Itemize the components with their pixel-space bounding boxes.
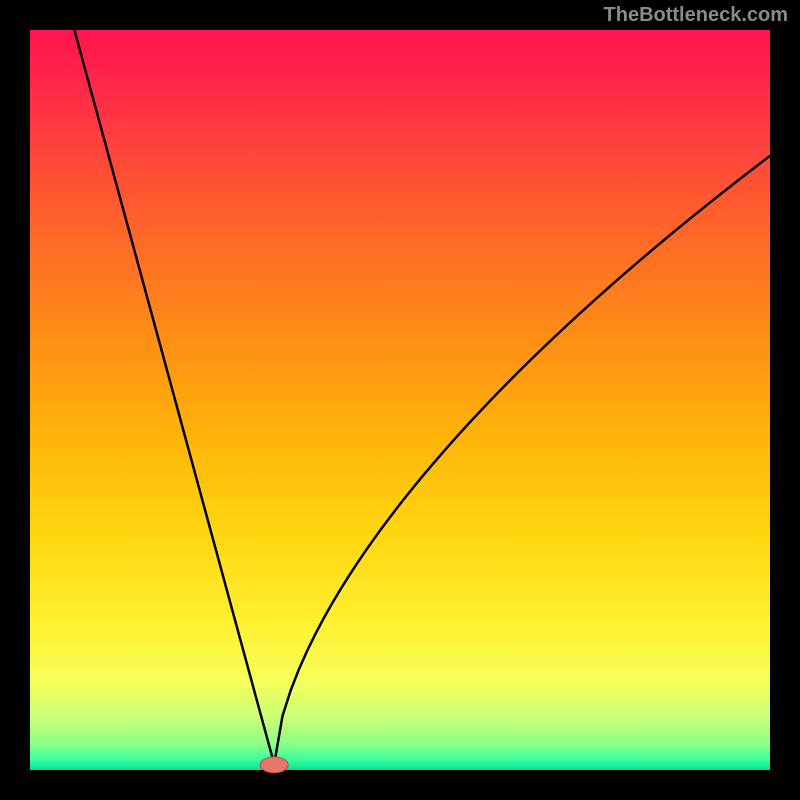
plot-background — [30, 30, 770, 770]
bottleneck-chart — [0, 0, 800, 800]
watermark-text: TheBottleneck.com — [604, 4, 788, 27]
optimal-point-marker — [260, 757, 288, 773]
chart-container: TheBottleneck.com — [0, 0, 800, 800]
